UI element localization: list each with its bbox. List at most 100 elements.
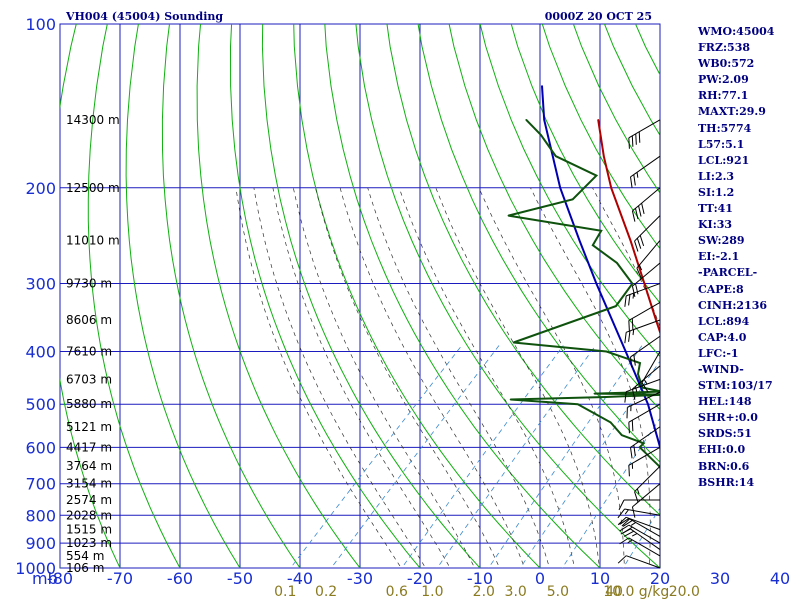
- moist-adiabat: [435, 187, 600, 568]
- mixing-ratio-label: 0.2: [315, 584, 337, 600]
- wind-barb: [617, 508, 661, 519]
- temperature-point: [683, 426, 685, 428]
- dewpoint-point: [554, 155, 557, 158]
- dewpoint-point: [576, 403, 579, 406]
- wind-barb: [631, 365, 661, 400]
- temperature-layer: [597, 118, 693, 569]
- temperature-point: [597, 118, 600, 121]
- dewpoint-point: [666, 491, 668, 493]
- temperature-line: [597, 119, 660, 336]
- dry-adiabats: [60, 24, 660, 568]
- temperature-tick-label: -60: [167, 569, 193, 588]
- index-item: -PARCEL-: [698, 266, 758, 280]
- moist-adiabat: [530, 187, 651, 568]
- mixing-ratio-axis: 0.1 0.2 0.6 1.0 2.0 3.0 5.0 10.0 20.0 40 g/kg: [274, 584, 700, 600]
- index-item: WMO:45004: [698, 25, 775, 38]
- temperature-point: [689, 567, 691, 569]
- temperature-point: [671, 379, 673, 381]
- temperature-tick-label: -30: [347, 569, 373, 588]
- dry-adiabat: [541, 24, 660, 250]
- temperature-tick-label: -70: [107, 569, 133, 588]
- dewpoint-point: [666, 499, 668, 501]
- temperature-point: [602, 155, 605, 158]
- height-labels: 14300 m 12500 m 11010 m 9730 m 8606 m 7610 m 6…: [66, 113, 120, 575]
- dewpoint-point: [571, 198, 574, 201]
- temperature-point: [666, 351, 668, 353]
- height-label: 1023 m: [66, 536, 112, 550]
- height-label: 8606 m: [66, 313, 112, 327]
- mixing-ratio-label: 40: [605, 584, 623, 600]
- dry-adiabat: [355, 24, 660, 568]
- dewpoint-point: [641, 386, 644, 389]
- wind-barb: [617, 555, 661, 569]
- temperature-point: [655, 319, 657, 321]
- height-label: 6703 m: [66, 372, 112, 386]
- parcel-point: [624, 350, 627, 353]
- temperature-point: [676, 403, 678, 405]
- temperature-point: [685, 514, 687, 516]
- dry-adiabat: [196, 24, 361, 568]
- dry-adiabat: [479, 24, 660, 358]
- temperature-tick-label: -40: [287, 569, 313, 588]
- height-label: 2028 m: [66, 508, 112, 522]
- index-item: EHI:0.0: [698, 443, 746, 457]
- temperature-point: [686, 499, 688, 501]
- pressure-tick-label: 300: [25, 275, 56, 294]
- moist-adiabats: [235, 187, 660, 568]
- temperature-point: [677, 549, 679, 551]
- height-label: 3764 m: [66, 459, 112, 473]
- index-item: LI:2.3: [698, 169, 735, 183]
- index-item: BRN:0.6: [698, 459, 750, 473]
- height-label: 2574 m: [66, 493, 112, 507]
- wind-barb: [624, 319, 661, 344]
- wind-barb: [631, 262, 661, 297]
- pressure-tick-label: 500: [25, 395, 56, 414]
- mixing-ratio-label: 10.0: [603, 584, 634, 600]
- wind-barb: [641, 351, 661, 393]
- temperature-point: [686, 507, 688, 509]
- wind-barb: [624, 378, 661, 403]
- mixing-ratio-line: [519, 360, 660, 568]
- dewpoint-point: [609, 421, 612, 424]
- temperature-point: [674, 542, 676, 544]
- parcel-point: [666, 483, 668, 485]
- wind-barb: [628, 446, 661, 477]
- temperature-tick-label: -80: [47, 569, 73, 588]
- indices-panel: WMO:45004 FRZ:538 WB0:572 PW:2.09 RH:77.1 MAX…: [698, 24, 798, 491]
- index-item: HEL:148: [698, 395, 752, 409]
- mixing-ratio-label: 3.0: [505, 584, 527, 600]
- mixing-ratio-line: [330, 345, 500, 568]
- pressure-axis: 100 200 300 400 500 600 700 800 900 1000: [15, 15, 56, 578]
- index-item: LFC:-1: [698, 346, 739, 360]
- mixing-ratio-label: g/kg: [639, 584, 670, 600]
- wind-barb: [618, 499, 660, 511]
- temperature-tick-label: 0: [535, 569, 545, 588]
- mixing-ratio-line: [488, 345, 643, 568]
- temperature-point: [691, 465, 693, 467]
- temperature-point: [685, 561, 687, 563]
- height-label: 11010 m: [66, 233, 120, 247]
- temperature-axis: -80 -70 -60 -50 -40 -30 -20 -10 0 10 20 30 40: [47, 569, 790, 588]
- temperature-point: [675, 529, 677, 531]
- dewpoint-point: [507, 214, 510, 217]
- dewpoint-point: [592, 244, 594, 246]
- index-item: PW:2.09: [698, 73, 749, 87]
- parcel-point: [595, 282, 598, 285]
- mixing-ratio-label: 5.0: [547, 584, 569, 600]
- wind-barb: [624, 283, 661, 307]
- mixing-ratio-line: [561, 417, 660, 568]
- wind-barb: [636, 240, 661, 279]
- height-label: 7610 m: [66, 345, 112, 359]
- dewpoint-point: [674, 514, 676, 516]
- moist-adiabat: [315, 187, 500, 568]
- chart-time: 0000Z 20 OCT 25: [545, 10, 652, 23]
- dewpoint-point: [671, 507, 673, 509]
- index-item: LCL:894: [698, 314, 750, 328]
- index-item: SW:289: [698, 234, 745, 248]
- wind-barb: [628, 403, 661, 434]
- height-label: 9730 m: [66, 277, 112, 291]
- dewpoint-point: [662, 555, 664, 557]
- index-item: SHR+:0.0: [698, 411, 758, 425]
- parcel-point: [707, 579, 709, 581]
- pressure-tick-label: 800: [25, 506, 56, 525]
